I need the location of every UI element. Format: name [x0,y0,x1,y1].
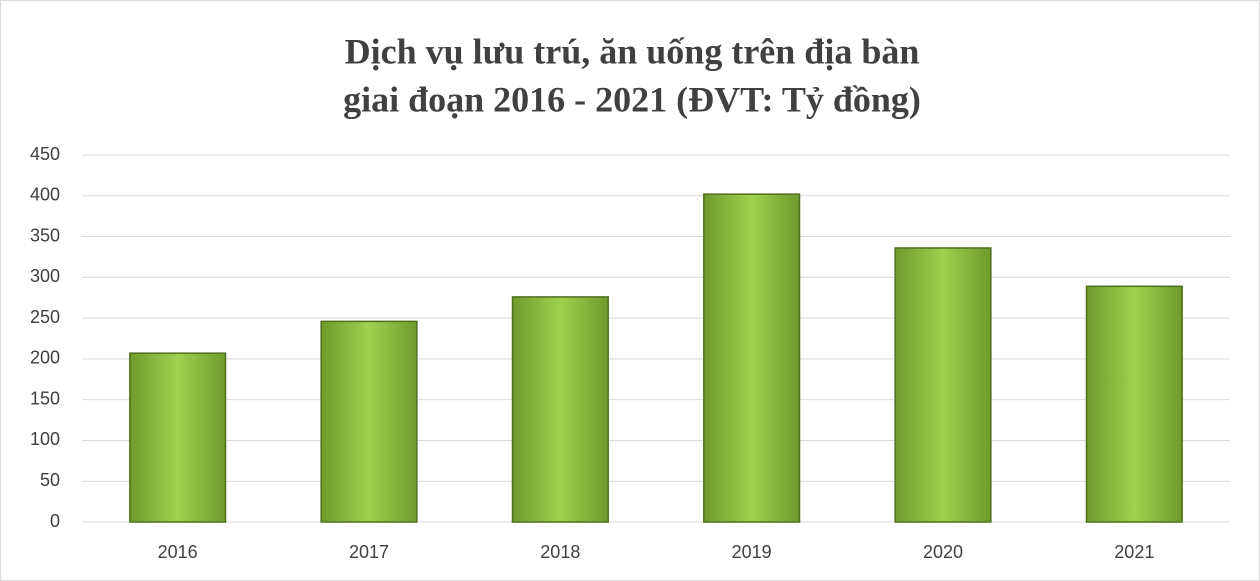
chart-title: giai đoạn 2016 - 2021 (ĐVT: Tỷ đồng) [343,79,921,119]
bar [894,247,992,523]
bar [129,352,227,523]
chart-title: Dịch vụ lưu trú, ăn uống trên địa bàn [345,31,920,71]
y-tick-label: 50 [40,470,60,490]
y-tick-label: 100 [30,429,60,449]
x-tick-label: 2020 [923,542,963,562]
x-tick-label: 2021 [1114,542,1154,562]
y-tick-label: 0 [50,511,60,531]
y-tick-label: 300 [30,266,60,286]
bar [320,320,418,523]
y-tick-label: 400 [30,185,60,205]
x-tick-label: 2019 [732,542,772,562]
x-tick-label: 2016 [158,542,198,562]
bar [511,296,609,523]
y-tick-label: 350 [30,225,60,245]
y-tick-label: 150 [30,388,60,408]
x-tick-label: 2018 [540,542,580,562]
y-tick-label: 250 [30,307,60,327]
y-tick-label: 200 [30,348,60,368]
x-tick-label: 2017 [349,542,389,562]
y-tick-label: 450 [30,144,60,164]
bar [703,193,801,523]
bar [1085,285,1183,523]
